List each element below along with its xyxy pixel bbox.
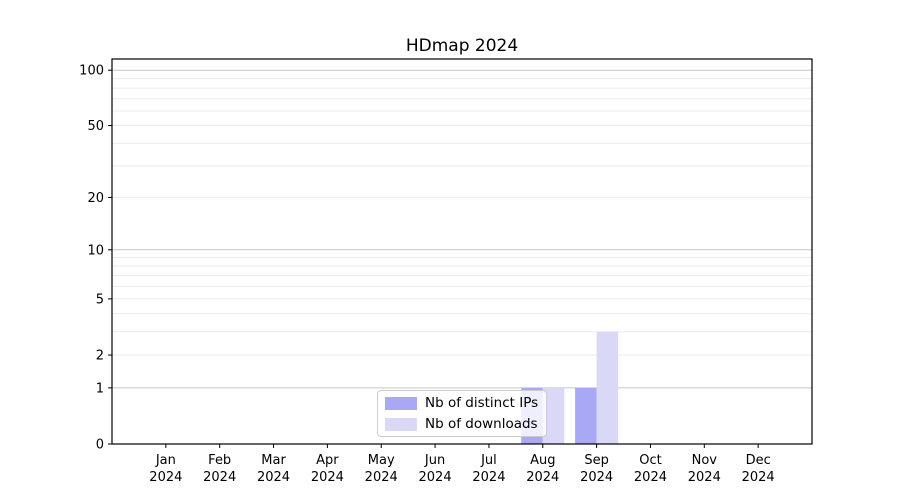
x-tick-label-year: 2024 (742, 470, 775, 485)
x-tick-label-month: Oct (639, 453, 661, 468)
x-tick-label-month: Jul (480, 453, 497, 468)
legend-item-downloads: Nb of downloads (385, 416, 546, 432)
y-tick-label: 20 (87, 191, 104, 206)
x-tick-label-month: Apr (316, 453, 339, 468)
x-tick-label-year: 2024 (634, 470, 667, 485)
x-tick-label-month: Dec (746, 453, 771, 468)
y-axis: 0 1 2 5 10 20 50 100 (79, 64, 112, 453)
x-tick-label-year: 2024 (149, 470, 182, 485)
plot-border (111, 58, 813, 445)
x-tick-label-year: 2024 (472, 470, 505, 485)
x-tick-label-month: Jan (155, 453, 176, 468)
legend-label-distinct-ips: Nb of distinct IPs (425, 395, 539, 411)
x-tick-label-year: 2024 (311, 470, 344, 485)
legend-swatch-downloads (385, 417, 417, 431)
y-tick-label: 50 (87, 119, 104, 134)
minor-gridlines (112, 78, 812, 356)
x-axis: Jan 2024 Feb 2024 Mar 2024 Apr 2024 May 2024 Jun 20… (149, 444, 775, 485)
x-tick-label-month: Nov (692, 453, 718, 468)
y-tick-label: 2 (96, 349, 104, 364)
chart-title: HDmap 2024 (405, 36, 519, 56)
legend: Nb of distinct IPs Nb of downloads (377, 390, 547, 437)
y-tick-label: 1 (96, 381, 104, 396)
x-tick-label-month: Sep (584, 453, 609, 468)
x-tick-label-year: 2024 (580, 470, 613, 485)
legend-label-downloads: Nb of downloads (425, 416, 538, 432)
legend-item-distinct-ips: Nb of distinct IPs (385, 395, 546, 411)
x-tick-label-month: Feb (208, 453, 231, 468)
y-tick-label: 0 (96, 438, 104, 453)
y-tick-label: 100 (79, 64, 104, 79)
x-tick-label-year: 2024 (419, 470, 452, 485)
legend-swatch-distinct-ips (385, 396, 417, 410)
y-tick-label: 5 (96, 292, 104, 307)
y-tick-label: 10 (87, 243, 104, 258)
bar-downloads-aug (542, 387, 565, 444)
x-tick-label-year: 2024 (688, 470, 721, 485)
x-tick-label-month: May (368, 453, 395, 468)
x-tick-label-month: Aug (530, 453, 555, 468)
bar-distinct-ips-sep (575, 387, 597, 444)
major-gridlines (112, 69, 812, 389)
x-tick-label-year: 2024 (526, 470, 559, 485)
bar-downloads-sep (596, 331, 619, 444)
x-tick-label-year: 2024 (203, 470, 236, 485)
x-tick-label-month: Mar (261, 453, 286, 468)
x-tick-label-year: 2024 (257, 470, 290, 485)
x-tick-label-month: Jun (424, 453, 445, 468)
x-tick-label-year: 2024 (365, 470, 398, 485)
